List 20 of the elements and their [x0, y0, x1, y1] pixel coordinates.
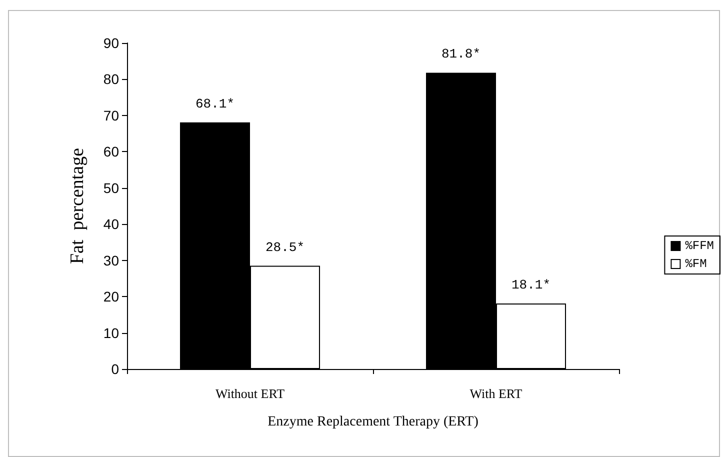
x-tick-label: Without ERT [215, 386, 285, 401]
legend-label: %FFM [685, 239, 714, 253]
y-tick-label: 0 [111, 361, 120, 377]
y-tick-label: 80 [103, 71, 120, 88]
x-tick-label: With ERT [470, 386, 522, 401]
y-tick-label: 90 [103, 35, 120, 51]
y-tick-label: 30 [103, 252, 120, 268]
x-axis-title: Enzyme Replacement Therapy (ERT) [268, 414, 479, 430]
data-label: 81.8* [441, 46, 481, 62]
legend-label: %FM [685, 257, 707, 271]
y-tick-label: 20 [103, 288, 120, 305]
data-label: 28.5* [265, 240, 305, 255]
y-axis-title: Fat percentage [67, 148, 88, 264]
data-label: 68.1* [195, 96, 235, 112]
data-label: 18.1* [511, 277, 551, 292]
y-tick-label: 10 [103, 324, 120, 341]
y-tick-label: 40 [103, 216, 120, 232]
y-tick-label: 60 [103, 144, 120, 160]
y-tick-label: 70 [103, 107, 120, 124]
y-tick-label: 50 [103, 180, 120, 196]
